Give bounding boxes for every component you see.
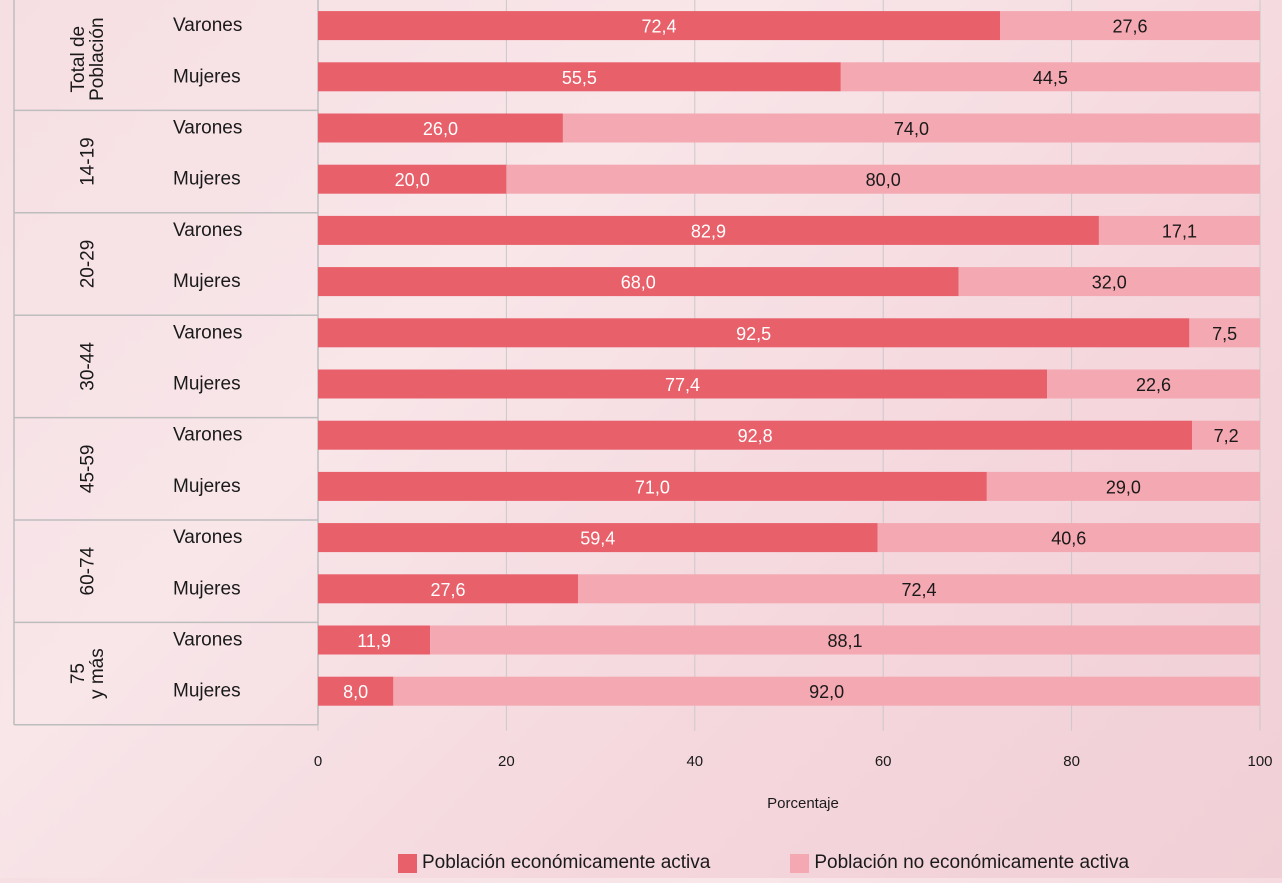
x-tick-label: 20 bbox=[498, 753, 515, 770]
group-label: 45-59 bbox=[78, 444, 99, 493]
bar-inactive bbox=[562, 113, 1260, 143]
data-label-inactive: 88,1 bbox=[828, 631, 863, 651]
category-label: Mujeres bbox=[173, 681, 241, 702]
category-label: Mujeres bbox=[173, 271, 241, 292]
category-label: Varones bbox=[173, 425, 242, 446]
legend-swatch-active bbox=[398, 853, 417, 873]
category-label: Varones bbox=[173, 118, 242, 139]
bar-active bbox=[318, 267, 959, 297]
data-label-inactive: 40,6 bbox=[1051, 529, 1086, 549]
data-label-active: 20,0 bbox=[395, 170, 430, 190]
group-label: Total de bbox=[68, 26, 89, 93]
bar-inactive bbox=[958, 267, 1260, 297]
bar-inactive bbox=[1000, 11, 1260, 41]
bar-inactive bbox=[1192, 420, 1260, 450]
bar-inactive bbox=[430, 625, 1260, 655]
bar-active bbox=[318, 318, 1190, 348]
data-label-active: 92,5 bbox=[736, 324, 771, 344]
legend-label-active: Población económicamente activa bbox=[422, 852, 711, 873]
category-label: Varones bbox=[173, 15, 242, 36]
x-tick-label: 100 bbox=[1247, 753, 1272, 770]
data-label-inactive: 29,0 bbox=[1106, 477, 1141, 497]
bar-inactive bbox=[506, 164, 1260, 194]
x-tick-label: 40 bbox=[686, 753, 703, 770]
bar-active bbox=[318, 11, 1001, 41]
bar-active bbox=[318, 574, 578, 604]
data-label-active: 82,9 bbox=[691, 221, 726, 241]
x-tick-label: 0 bbox=[314, 753, 322, 770]
group-label: 14-19 bbox=[78, 137, 99, 186]
legend: Población económicamente activa Població… bbox=[398, 852, 1209, 874]
bar-active bbox=[318, 215, 1099, 245]
category-label: Mujeres bbox=[173, 476, 241, 497]
bar-inactive bbox=[577, 574, 1260, 604]
bar-active bbox=[318, 420, 1193, 450]
group-label: 60-74 bbox=[78, 546, 99, 595]
bar-active bbox=[318, 471, 987, 501]
data-label-inactive: 32,0 bbox=[1092, 273, 1127, 293]
data-label-inactive: 22,6 bbox=[1136, 375, 1171, 395]
bar-active bbox=[318, 625, 431, 655]
category-label: Varones bbox=[173, 630, 242, 651]
data-label-inactive: 27,6 bbox=[1112, 17, 1147, 37]
data-label-active: 27,6 bbox=[430, 580, 465, 600]
x-axis-label: Porcentaje bbox=[767, 795, 839, 812]
bar-active bbox=[318, 369, 1048, 399]
data-label-inactive: 7,5 bbox=[1212, 324, 1237, 344]
data-label-active: 55,5 bbox=[562, 68, 597, 88]
category-label: Varones bbox=[173, 527, 242, 548]
bar-inactive bbox=[393, 676, 1260, 706]
data-label-active: 72,4 bbox=[641, 17, 676, 37]
data-label-inactive: 7,2 bbox=[1214, 426, 1239, 446]
bar-active bbox=[318, 113, 563, 143]
data-label-inactive: 44,5 bbox=[1033, 68, 1068, 88]
group-label: 20-29 bbox=[78, 240, 99, 289]
bar-inactive bbox=[1189, 318, 1260, 348]
bar-inactive bbox=[986, 471, 1260, 501]
legend-swatch-inactive bbox=[790, 853, 810, 873]
group-label: y más bbox=[87, 648, 108, 699]
data-label-active: 11,9 bbox=[357, 631, 391, 651]
group-label: 30-44 bbox=[78, 342, 99, 391]
legend-item-inactive: Población no económicamente activa bbox=[790, 852, 1129, 874]
data-label-active: 92,8 bbox=[738, 426, 773, 446]
data-label-active: 59,4 bbox=[580, 529, 615, 549]
bar-inactive bbox=[1047, 369, 1260, 399]
bar-active bbox=[318, 676, 394, 706]
group-label: Población bbox=[87, 17, 108, 100]
category-label: Mujeres bbox=[173, 66, 241, 87]
legend-item-active: Población económicamente activa bbox=[398, 852, 710, 874]
data-label-active: 77,4 bbox=[665, 375, 700, 395]
category-label: Varones bbox=[173, 220, 242, 241]
category-label: Mujeres bbox=[173, 374, 241, 395]
data-label-inactive: 74,0 bbox=[894, 119, 929, 139]
x-tick-label: 60 bbox=[875, 753, 892, 770]
bar-inactive bbox=[877, 523, 1260, 553]
data-label-inactive: 92,0 bbox=[809, 682, 844, 702]
data-label-active: 26,0 bbox=[423, 119, 458, 139]
data-label-inactive: 72,4 bbox=[901, 580, 936, 600]
legend-label-inactive: Población no económicamente activa bbox=[814, 852, 1130, 873]
data-label-inactive: 17,1 bbox=[1162, 221, 1197, 241]
data-label-active: 8,0 bbox=[343, 682, 368, 702]
category-label: Varones bbox=[173, 322, 242, 343]
bar-active bbox=[318, 523, 878, 553]
category-label: Mujeres bbox=[173, 578, 241, 599]
bar-active bbox=[318, 164, 507, 194]
data-label-inactive: 80,0 bbox=[866, 170, 901, 190]
bar-inactive bbox=[840, 62, 1260, 92]
data-label-active: 68,0 bbox=[621, 273, 656, 293]
bar-inactive bbox=[1098, 215, 1260, 245]
data-label-active: 71,0 bbox=[635, 477, 670, 497]
group-label: 75 bbox=[68, 663, 89, 684]
x-tick-label: 80 bbox=[1063, 753, 1080, 770]
bar-active bbox=[318, 62, 841, 92]
category-label: Mujeres bbox=[173, 169, 241, 190]
